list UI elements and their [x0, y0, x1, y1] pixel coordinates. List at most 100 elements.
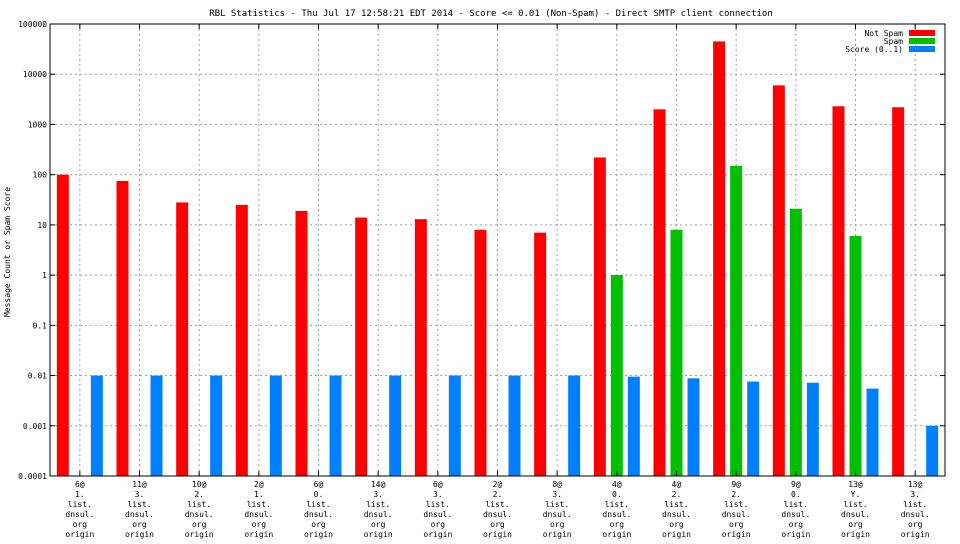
bar-not-spam [713, 41, 726, 476]
x-tick-label: origin [244, 530, 273, 539]
bar-spam [610, 275, 623, 476]
x-tick-label: origin [423, 530, 452, 539]
bar-not-spam [56, 174, 69, 476]
x-tick-label: org [132, 520, 147, 529]
x-tick-label: org [192, 520, 207, 529]
x-tick-label: 11@ [132, 480, 147, 489]
x-tick-label: 9@ [791, 480, 801, 489]
x-tick-label: origin [65, 530, 94, 539]
x-tick-label: 9@ [731, 480, 741, 489]
x-tick-label: 0. [612, 490, 622, 499]
x-tick-label: 3. [373, 490, 383, 499]
x-tick-label: 6@ [314, 480, 324, 489]
bar-score-0-1 [90, 375, 103, 476]
x-tick-label: 0. [791, 490, 801, 499]
x-tick-label: dnsul. [364, 510, 393, 519]
y-tick-label: 1 [42, 271, 47, 280]
x-tick-label: dnsul. [602, 510, 631, 519]
x-tick-label: origin [841, 530, 870, 539]
x-tick-label: 2. [194, 490, 204, 499]
bar-not-spam [772, 85, 785, 477]
x-tick-label: list. [545, 500, 569, 509]
x-tick-label: org [669, 520, 684, 529]
x-tick-label: org [73, 520, 88, 529]
x-tick-label: origin [125, 530, 154, 539]
x-tick-label: 3. [910, 490, 920, 499]
bar-score-0-1 [389, 375, 402, 476]
bar-score-0-1 [806, 382, 819, 476]
y-tick-label: 100000 [18, 20, 47, 29]
x-tick-label: dnsul. [662, 510, 691, 519]
ticks-layer: 0.0001 0.001 0.01 0.1 1 10 100 1000 10000 100000 [18, 20, 945, 481]
x-tick-labels: 6@1.list.dnsul.orgorigin11@3.list.dnsul.… [65, 480, 929, 539]
x-tick-label: dnsul. [244, 510, 273, 519]
x-tick-label: org [848, 520, 863, 529]
bar-not-spam [295, 210, 308, 476]
bar-not-spam [534, 232, 547, 476]
x-tick-label: list. [903, 500, 927, 509]
x-tick-label: 4@ [672, 480, 682, 489]
x-tick-label: 2@ [254, 480, 264, 489]
x-tick-label: list. [187, 500, 211, 509]
x-tick-label: dnsul. [423, 510, 452, 519]
x-tick-label: origin [901, 530, 930, 539]
y-tick-label: 100 [33, 171, 48, 180]
x-tick-label: 2. [672, 490, 682, 499]
bar-score-0-1 [747, 381, 760, 476]
x-tick-label: dnsul. [841, 510, 870, 519]
x-tick-label: 2@ [493, 480, 503, 489]
x-tick-label: dnsul. [722, 510, 751, 519]
x-tick-label: list. [843, 500, 867, 509]
bar-score-0-1 [866, 388, 879, 476]
x-tick-label: 1. [75, 490, 85, 499]
x-tick-label: origin [662, 530, 691, 539]
x-tick-label: dnsul. [304, 510, 333, 519]
x-tick-label: org [371, 520, 386, 529]
x-tick-label: org [490, 520, 505, 529]
legend-label: Not Spam [864, 29, 903, 38]
x-tick-label: 8@ [552, 480, 562, 489]
x-tick-label: list. [485, 500, 509, 509]
x-tick-label: origin [304, 530, 333, 539]
bar-not-spam [235, 204, 248, 477]
bar-not-spam [832, 106, 845, 476]
x-tick-label: 6@ [433, 480, 443, 489]
x-tick-label: dnsul. [65, 510, 94, 519]
bar-not-spam [593, 157, 606, 477]
bar-score-0-1 [329, 375, 342, 476]
x-tick-label: list. [247, 500, 271, 509]
legend-label: Score (0..1) [845, 45, 903, 54]
x-tick-label: list. [127, 500, 151, 509]
x-tick-label: origin [543, 530, 572, 539]
x-tick-label: org [431, 520, 446, 529]
x-tick-label: list. [724, 500, 748, 509]
x-tick-label: list. [366, 500, 390, 509]
y-tick-label: 10000 [23, 70, 47, 79]
bar-score-0-1 [568, 375, 581, 476]
x-tick-label: 3. [135, 490, 145, 499]
x-tick-label: 1. [254, 490, 264, 499]
x-tick-label: 2. [493, 490, 503, 499]
bar-score-0-1 [269, 375, 282, 476]
x-tick-label: list. [664, 500, 688, 509]
bar-not-spam [474, 229, 487, 476]
x-tick-label: list. [68, 500, 92, 509]
chart-title: RBL Statistics - Thu Jul 17 12:58:21 EDT… [209, 9, 773, 19]
x-tick-label: dnsul. [185, 510, 214, 519]
bar-spam [849, 236, 862, 476]
x-tick-label: 13@ [908, 480, 923, 489]
x-tick-label: dnsul. [543, 510, 572, 519]
bar-spam [670, 229, 683, 476]
x-tick-label: origin [185, 530, 214, 539]
x-tick-label: origin [781, 530, 810, 539]
bar-score-0-1 [508, 375, 521, 476]
legend-swatch [909, 46, 935, 52]
x-tick-label: 3. [552, 490, 562, 499]
x-tick-label: 2. [731, 490, 741, 499]
x-tick-label: 3. [433, 490, 443, 499]
x-tick-label: org [311, 520, 326, 529]
x-tick-label: dnsul. [781, 510, 810, 519]
x-tick-label: origin [722, 530, 751, 539]
